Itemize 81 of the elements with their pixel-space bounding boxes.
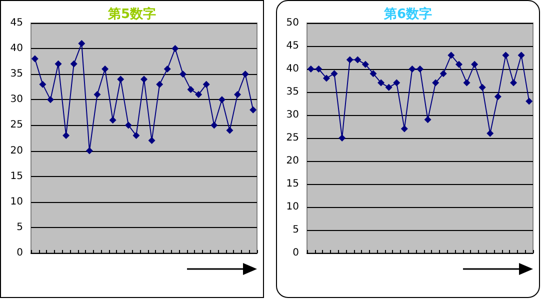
point [218,96,226,104]
point [148,137,156,144]
point [132,132,140,139]
point [432,79,440,86]
point [526,98,533,105]
point [322,74,330,82]
point [478,84,486,91]
y-tick-label: 25 [10,120,23,131]
y-tick-label: 5 [16,222,23,233]
point [393,79,400,86]
y-tick-label: 35 [10,68,23,80]
point [315,66,322,72]
point [140,76,148,83]
point [307,66,314,72]
point [510,79,518,86]
point [234,91,242,98]
point [330,70,338,78]
y-tick-label: 40 [286,64,299,74]
point [378,79,385,86]
point [70,60,78,68]
y-tick-label: 20 [286,156,299,166]
y-tick-label: 0 [292,248,299,258]
point [448,52,455,59]
chart-title: 第5数字 [106,6,156,22]
y-tick-label: 45 [286,40,299,52]
point [124,122,132,129]
y-tick-label: 15 [286,178,299,190]
point [46,96,54,104]
point [187,86,194,93]
y-tick-label: 30 [286,110,299,120]
y-tick-label: 15 [10,170,23,182]
point [463,79,470,86]
point [94,91,101,98]
point [117,76,124,83]
y-tick-label: 10 [10,196,23,208]
y-tick-label: 45 [10,18,23,28]
point [424,116,432,124]
point [250,106,257,114]
point [486,130,494,137]
point [471,60,478,68]
point [408,66,416,72]
y-tick-label: 0 [16,248,23,258]
point [54,60,62,68]
point [362,60,369,68]
point [179,70,186,78]
point [242,70,249,78]
point [338,134,346,142]
point [62,132,70,139]
point [502,52,510,59]
point [518,52,525,59]
y-tick-label: 50 [286,18,299,28]
chart-title: 第6数字 [382,6,432,22]
point [31,55,38,62]
point [416,66,424,72]
y-tick-label: 25 [286,132,299,144]
y-tick-label: 10 [286,202,299,212]
y-tick-label: 5 [292,224,299,236]
point [400,125,408,132]
point [226,126,234,134]
point [195,91,202,98]
y-tick-label: 20 [10,145,23,156]
point [78,40,86,47]
point [494,93,502,100]
y-tick-label: 30 [10,94,23,106]
point [455,60,462,68]
y-tick-label: 35 [286,86,299,98]
point [172,45,179,52]
point [102,66,109,72]
point [210,122,218,129]
point [370,70,377,78]
point [440,70,447,78]
point [202,80,210,88]
point [86,147,93,154]
y-tick-label: 40 [10,43,23,54]
point [109,116,116,124]
point [354,56,362,64]
point [39,80,46,88]
point [156,80,164,88]
point [164,66,171,72]
point [346,56,354,64]
point [385,84,392,91]
